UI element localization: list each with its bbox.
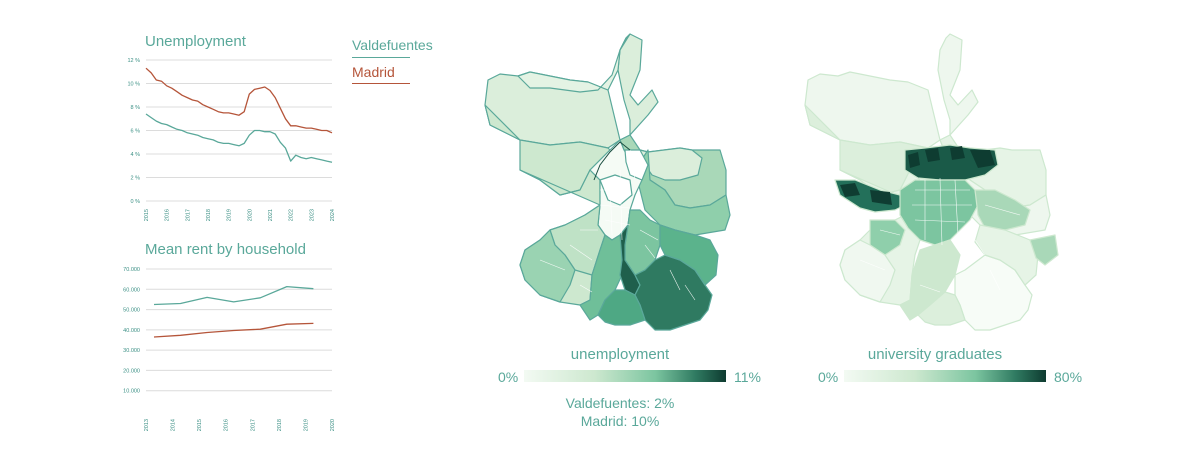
graduates-color-scale-bar bbox=[844, 370, 1046, 382]
map-district bbox=[579, 234, 626, 321]
series-line-valdefuentes bbox=[145, 113, 333, 163]
y-tick-label: 10.000 bbox=[123, 389, 140, 395]
map-district bbox=[517, 33, 631, 93]
y-tick-label: 0 % bbox=[131, 199, 141, 205]
x-tick-label: 2024 bbox=[330, 209, 336, 221]
legend-valdefuentes: Valdefuentes bbox=[352, 37, 433, 53]
series-line-valdefuentes bbox=[153, 285, 314, 306]
y-tick-label: 12 % bbox=[127, 58, 140, 64]
y-tick-label: 70.000 bbox=[123, 267, 140, 273]
series-line-madrid bbox=[153, 322, 314, 338]
map-district bbox=[974, 224, 1039, 286]
x-tick-label: 2015 bbox=[197, 419, 203, 431]
unemployment-line-chart: 0 % 2 % 4 % 6 % 8 % 10 % 12 % 2015 2016 2017 2018 2… bbox=[127, 58, 336, 221]
legend-madrid: Madrid bbox=[352, 64, 395, 80]
legend-line-valdefuentes bbox=[352, 57, 410, 58]
map-district bbox=[1029, 234, 1059, 266]
map-district bbox=[519, 229, 576, 303]
unemployment-map-label: unemployment bbox=[570, 346, 670, 363]
unemployment-scale-max: 11% bbox=[734, 369, 761, 385]
x-tick-label: 2016 bbox=[165, 209, 171, 221]
x-tick-label: 2017 bbox=[250, 419, 256, 431]
y-tick-label: 50.000 bbox=[123, 308, 140, 314]
x-tick-label: 2019 bbox=[303, 419, 309, 431]
x-tick-label: 2022 bbox=[289, 209, 295, 221]
graduates-map-label: university graduates bbox=[867, 346, 1003, 363]
stat-madrid: Madrid: 10% bbox=[580, 413, 660, 429]
y-tick-label: 20.000 bbox=[123, 368, 140, 374]
y-tick-label: 40.000 bbox=[123, 328, 140, 334]
x-tick-label: 2017 bbox=[185, 209, 191, 221]
map-district bbox=[917, 291, 966, 326]
x-tick-label: 2020 bbox=[247, 209, 253, 221]
stat-valdefuentes: Valdefuentes: 2% bbox=[565, 395, 675, 411]
rent-line-chart: 10.000 20.000 30.000 40.000 50.000 60.000 70.0… bbox=[123, 267, 336, 431]
series-line-madrid bbox=[145, 67, 333, 134]
x-tick-label: 2015 bbox=[144, 209, 150, 221]
legend-line-madrid bbox=[352, 83, 410, 84]
university-graduates-choropleth-map bbox=[804, 33, 1059, 331]
x-tick-label: 2019 bbox=[227, 209, 233, 221]
unemployment-choropleth-map bbox=[484, 33, 731, 331]
x-tick-label: 2018 bbox=[277, 419, 283, 431]
unemployment-chart-title: Unemployment bbox=[145, 33, 246, 50]
x-tick-label: 2021 bbox=[268, 209, 274, 221]
x-tick-label: 2014 bbox=[171, 419, 177, 431]
x-tick-label: 2023 bbox=[309, 209, 315, 221]
y-tick-label: 60.000 bbox=[123, 287, 140, 293]
graduates-scale-min: 0% bbox=[818, 369, 839, 385]
map-district bbox=[624, 149, 649, 181]
map-district bbox=[634, 149, 731, 236]
unemployment-color-scale-bar bbox=[524, 370, 726, 382]
map-district bbox=[899, 179, 979, 246]
map-district bbox=[839, 239, 896, 303]
x-tick-label: 2020 bbox=[330, 419, 336, 431]
y-tick-label: 6 % bbox=[131, 129, 141, 135]
rent-chart-title: Mean rent by household bbox=[145, 241, 306, 258]
y-tick-label: 4 % bbox=[131, 152, 141, 158]
map-district bbox=[597, 289, 646, 326]
unemployment-scale-min: 0% bbox=[498, 369, 519, 385]
y-tick-label: 8 % bbox=[131, 105, 141, 111]
map-district bbox=[659, 224, 719, 286]
y-tick-label: 10 % bbox=[127, 82, 140, 88]
x-tick-label: 2018 bbox=[206, 209, 212, 221]
x-tick-label: 2013 bbox=[144, 419, 150, 431]
graduates-scale-max: 80% bbox=[1054, 369, 1083, 385]
y-tick-label: 2 % bbox=[131, 176, 141, 182]
y-tick-label: 30.000 bbox=[123, 348, 140, 354]
x-tick-label: 2016 bbox=[224, 419, 230, 431]
map-district bbox=[804, 33, 979, 149]
